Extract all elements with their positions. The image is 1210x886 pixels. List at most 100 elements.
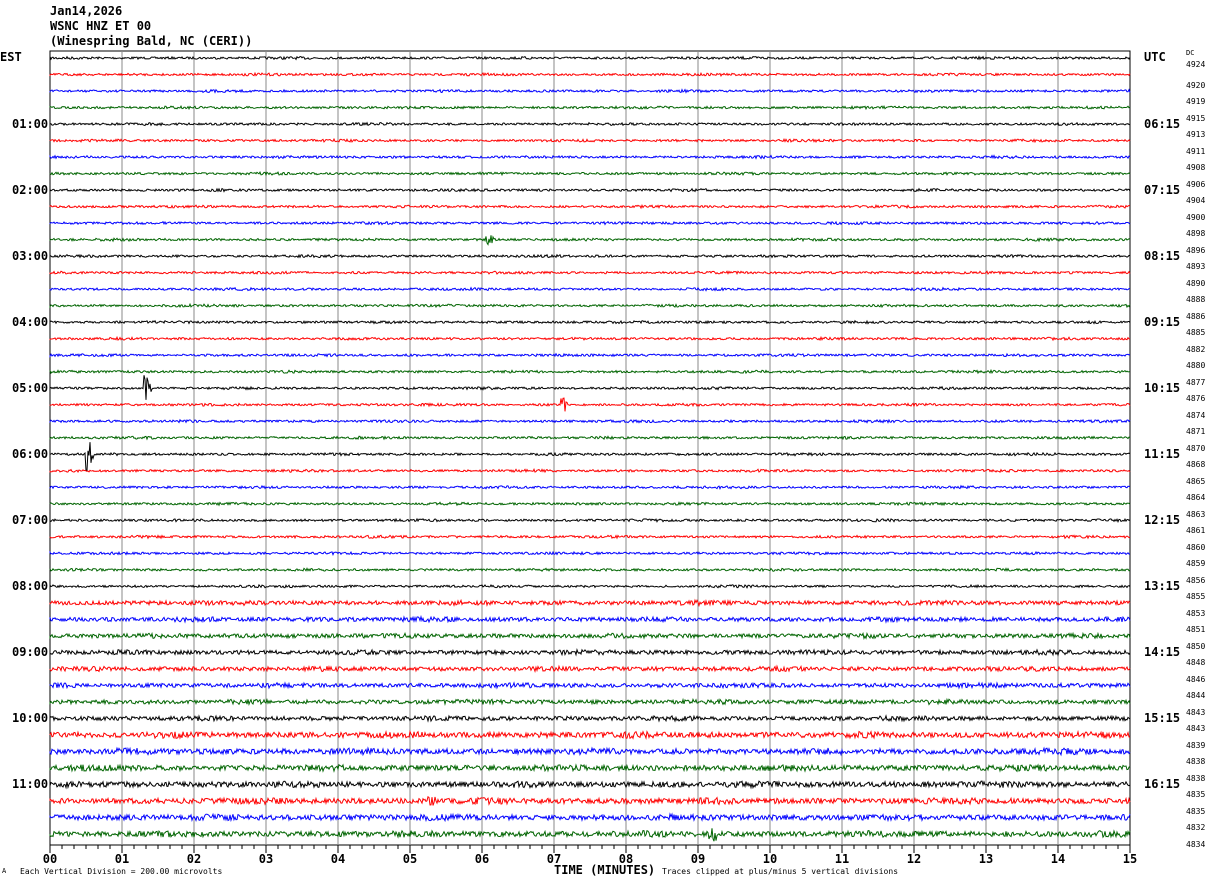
est-hour-label: 08:00 (12, 579, 49, 594)
dc-offset-value: 4838 (1186, 757, 1206, 767)
dc-offset-value: 4834 (1186, 839, 1206, 849)
dc-offset-value: 4850 (1186, 641, 1206, 651)
dc-offset-value: 4906 (1186, 179, 1206, 189)
clip-note: Traces clipped at plus/minus 5 vertical … (662, 867, 899, 876)
x-tick-label: 09 (690, 852, 706, 866)
trace-row-24 (49, 442, 1131, 472)
trace-row-9 (49, 203, 1131, 210)
dc-offset-value: 4880 (1186, 361, 1206, 371)
trace-row-0 (49, 55, 1131, 61)
dc-offset-value: 4868 (1186, 460, 1206, 470)
x-tick-label: 13 (978, 852, 994, 866)
est-hour-label: 05:00 (12, 381, 49, 396)
dc-offset-value: 4904 (1186, 196, 1206, 206)
x-tick-label: 00 (42, 852, 58, 866)
dc-offset-value: 4846 (1186, 674, 1206, 684)
trace-row-42 (49, 746, 1131, 757)
est-hour-label: 09:00 (12, 645, 49, 660)
trace-row-11 (49, 235, 1131, 246)
dc-offset-value: 4861 (1186, 526, 1206, 536)
dc-offset-value: 4848 (1186, 658, 1206, 668)
dc-offset-value: 4856 (1186, 575, 1206, 585)
est-hour-label: 02:00 (12, 183, 49, 198)
x-tick-label: 12 (906, 852, 922, 866)
dc-offset-value: 4876 (1186, 394, 1206, 404)
trace-row-38 (49, 681, 1131, 690)
x-tick-label: 14 (1050, 852, 1066, 866)
trace-row-27 (49, 501, 1131, 507)
dc-offset-value: 4913 (1186, 130, 1206, 140)
dc-offset-value: 4838 (1186, 773, 1206, 783)
dc-offset-value: 4915 (1186, 113, 1206, 123)
dc-offset-value: 4924 (1186, 60, 1206, 69)
dc-offset-value: 4886 (1186, 311, 1206, 321)
dc-offset-value: 4855 (1186, 592, 1206, 602)
dc-offset-value: 4920 (1186, 80, 1206, 90)
utc-label: UTC (1144, 50, 1166, 64)
trace-row-13 (49, 270, 1131, 276)
trace-row-36 (49, 648, 1131, 657)
dc-offset-value: 4900 (1186, 212, 1206, 222)
dc-offset-value: 4839 (1186, 740, 1206, 750)
trace-row-25 (49, 468, 1131, 474)
trace-row-15 (49, 302, 1131, 309)
utc-hour-label: 16:15 (1144, 777, 1181, 792)
trace-row-12 (49, 253, 1131, 259)
x-axis-label: TIME (MINUTES) (554, 863, 656, 877)
est-hour-label: 11:00 (12, 777, 49, 792)
utc-hour-label: 15:15 (1144, 711, 1181, 726)
trace-row-43 (49, 763, 1131, 773)
trace-row-4 (49, 121, 1131, 127)
x-tick-label: 05 (402, 852, 418, 866)
trace-row-2 (49, 88, 1131, 94)
dc-offset-value: 4835 (1186, 806, 1206, 816)
x-tick-label: 03 (258, 852, 274, 866)
date-title: Jan14,2026 (50, 4, 123, 18)
est-hour-label: 06:00 (12, 447, 49, 462)
trace-row-21 (49, 397, 1131, 412)
trace-row-17 (49, 335, 1131, 342)
x-tick-label: 15 (1122, 852, 1138, 866)
dc-offset-value: 4885 (1186, 328, 1206, 338)
est-hour-label: 03:00 (12, 249, 49, 264)
dc-offset-value: 4898 (1186, 229, 1206, 239)
dc-offset-value: 4874 (1186, 410, 1206, 420)
x-tick-label: 11 (834, 852, 850, 866)
utc-hour-label: 10:15 (1144, 381, 1181, 396)
trace-row-46 (49, 812, 1131, 823)
trace-row-1 (49, 71, 1131, 78)
plot-frame (49, 50, 1131, 846)
est-hour-label: 10:00 (12, 711, 49, 726)
trace-row-23 (49, 435, 1131, 441)
utc-hour-label: 12:15 (1144, 513, 1181, 528)
x-tick-label: 08 (618, 852, 634, 866)
x-tick-label: 01 (114, 852, 130, 866)
trace-row-6 (49, 154, 1131, 160)
trace-row-8 (49, 187, 1131, 193)
dc-offset-value: 4864 (1186, 493, 1206, 503)
trace-row-16 (49, 319, 1131, 325)
x-tick-label: 06 (474, 852, 490, 866)
dc-offset-value: 4843 (1186, 707, 1206, 717)
trace-row-33 (49, 598, 1131, 608)
dc-offset-value: 4851 (1186, 625, 1206, 635)
x-tick-label: 04 (330, 852, 346, 866)
dc-offset-value: 4888 (1186, 295, 1206, 305)
trace-row-44 (49, 779, 1131, 790)
trace-row-47 (49, 828, 1131, 842)
utc-hour-label: 06:15 (1144, 117, 1181, 132)
trace-row-31 (49, 567, 1131, 573)
dc-offset-value: 4908 (1186, 163, 1206, 173)
trace-row-34 (49, 614, 1131, 624)
trace-row-39 (49, 697, 1131, 706)
trace-row-22 (49, 418, 1131, 424)
corner-mark: A (2, 867, 7, 875)
est-hour-label: 07:00 (12, 513, 49, 528)
trace-row-40 (49, 714, 1131, 723)
x-tick-label: 10 (762, 852, 778, 866)
dc-offset-value: 4870 (1186, 443, 1206, 453)
dc-offset-value: 4832 (1186, 823, 1206, 833)
trace-row-10 (49, 220, 1131, 226)
dc-offset-value: 4859 (1186, 559, 1206, 569)
